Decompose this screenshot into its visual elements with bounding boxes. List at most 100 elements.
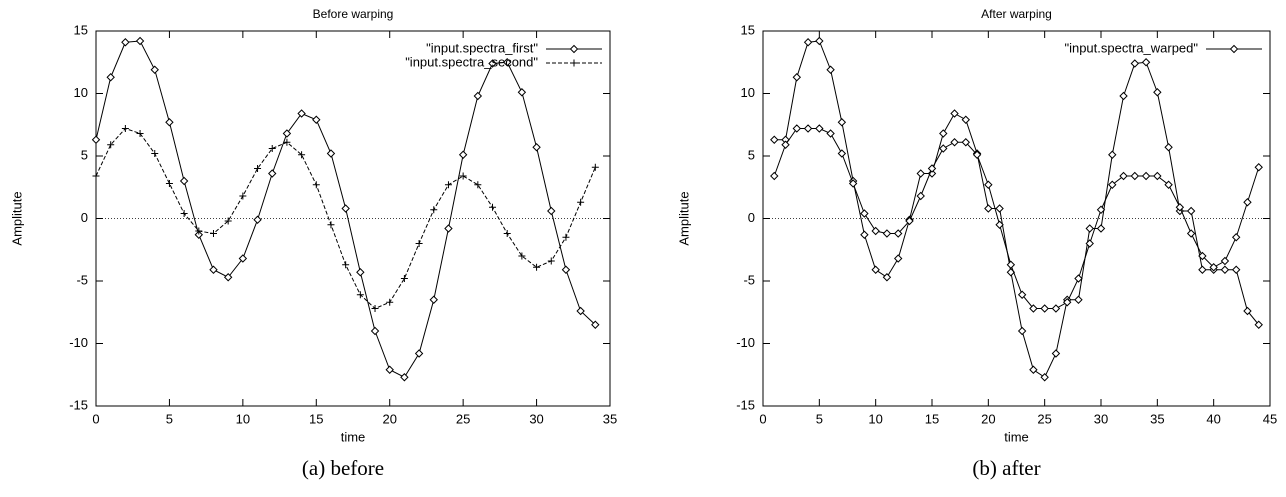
y-tick-label: 15 — [741, 22, 755, 37]
data-point — [312, 115, 321, 124]
data-point — [1040, 304, 1049, 313]
data-point — [961, 115, 971, 124]
plot-frame — [95, 30, 611, 407]
data-point — [474, 181, 482, 189]
caption: (b) after — [972, 456, 1040, 480]
data-point — [254, 165, 262, 172]
data-point — [1254, 320, 1263, 329]
data-point — [770, 135, 779, 144]
data-point — [1029, 304, 1038, 313]
chart: Before warping time Amplitute (a) before -15… — [9, 7, 617, 480]
data-point — [1108, 180, 1117, 189]
data-point — [1017, 326, 1027, 336]
data-point — [950, 138, 959, 147]
y-tick-label: -5 — [743, 272, 755, 287]
data-point — [429, 295, 438, 304]
data-point — [1186, 229, 1196, 238]
data-point — [1096, 205, 1106, 214]
data-point — [815, 124, 824, 133]
data-point — [893, 254, 903, 263]
x-tick-label: 10 — [236, 411, 250, 426]
data-point — [165, 118, 174, 127]
data-point — [518, 252, 526, 260]
data-point — [326, 149, 336, 158]
data-point — [238, 254, 248, 263]
data-point — [848, 179, 858, 188]
data-point — [995, 204, 1004, 213]
data-point — [950, 109, 959, 118]
data-point — [1108, 150, 1117, 159]
data-point — [1153, 171, 1162, 181]
data-point — [430, 206, 438, 214]
data-point — [415, 240, 423, 247]
data-point — [1085, 239, 1094, 248]
data-point — [503, 230, 511, 237]
data-point — [547, 206, 556, 216]
data-point — [1243, 306, 1252, 316]
data-point — [577, 198, 585, 206]
data-point — [561, 265, 571, 274]
data-point — [459, 172, 467, 180]
data-point — [224, 217, 232, 225]
x-tick-label: 15 — [309, 411, 323, 426]
data-point — [1119, 91, 1128, 101]
data-point — [781, 140, 790, 149]
data-point — [547, 257, 555, 265]
data-point — [1164, 180, 1173, 189]
data-point — [803, 124, 813, 133]
data-point — [1074, 274, 1083, 283]
data-point — [121, 125, 129, 132]
x-axis-label: time — [1004, 429, 1029, 444]
data-point — [1130, 59, 1140, 68]
y-tick-label: 0 — [748, 210, 755, 225]
data-point — [916, 191, 925, 201]
data-point — [282, 129, 292, 138]
data-point — [533, 263, 541, 271]
data-point — [341, 204, 350, 213]
data-point — [1006, 260, 1016, 269]
data-point — [195, 227, 203, 235]
data-point — [905, 216, 914, 226]
data-point — [312, 181, 320, 189]
data-point — [939, 129, 948, 138]
data-point — [1198, 251, 1207, 261]
data-point — [882, 229, 892, 238]
y-tick-label: 0 — [81, 210, 88, 225]
data-point — [1231, 233, 1241, 242]
data-point — [209, 265, 218, 274]
y-tick-label: 5 — [81, 147, 88, 162]
data-point — [150, 65, 159, 74]
data-point — [1130, 171, 1140, 181]
data-point — [489, 203, 497, 211]
data-point — [961, 138, 971, 147]
data-point — [92, 172, 100, 180]
data-point — [860, 230, 869, 239]
data-point — [562, 233, 570, 241]
data-point — [165, 180, 173, 187]
data-point — [1096, 224, 1106, 233]
data-point — [488, 59, 497, 68]
data-point — [1051, 304, 1061, 313]
data-point — [223, 273, 233, 282]
legend-marker — [569, 44, 579, 54]
y-tick-label: -10 — [69, 335, 88, 350]
data-point — [268, 169, 277, 178]
data-point — [1153, 88, 1162, 97]
data-point — [1040, 373, 1049, 382]
data-point — [268, 145, 276, 152]
data-point — [1243, 198, 1252, 207]
x-tick-label: 20 — [981, 411, 995, 426]
data-point — [342, 261, 350, 269]
x-tick-label: 0 — [759, 411, 766, 426]
x-tick-label: 30 — [529, 411, 543, 426]
caption: (a) before — [302, 456, 384, 480]
x-tick-label: 35 — [603, 411, 617, 426]
data-point — [1029, 365, 1038, 374]
y-axis-label: Amplitute — [9, 191, 24, 245]
data-point — [860, 209, 869, 218]
data-point — [106, 73, 115, 82]
legend-marker — [1229, 44, 1239, 54]
data-point — [803, 38, 813, 47]
data-point — [253, 215, 262, 224]
data-point — [385, 365, 394, 374]
